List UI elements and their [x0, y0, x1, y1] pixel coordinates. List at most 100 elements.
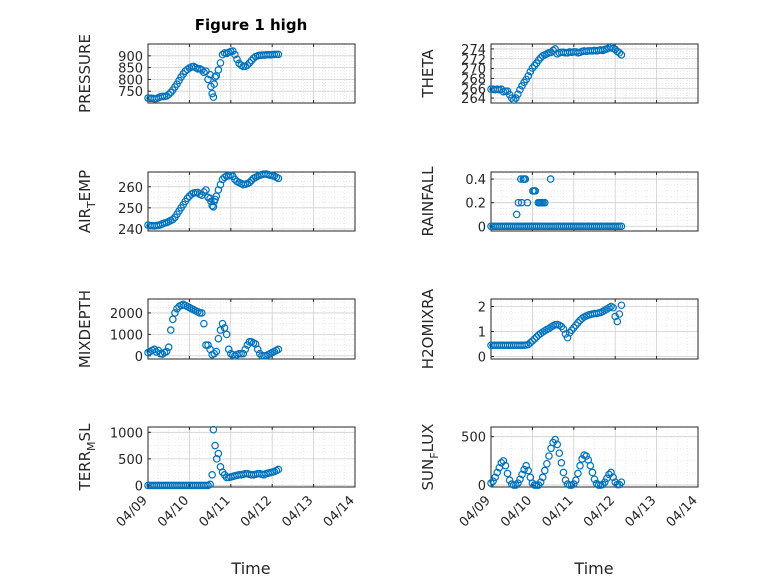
- data-point: [590, 475, 599, 484]
- data-point: [491, 473, 499, 482]
- data-point: [214, 334, 223, 343]
- data-point: [607, 43, 615, 51]
- data-point: [212, 455, 221, 463]
- y-tick-label: 800: [118, 73, 143, 88]
- data-point: [617, 301, 626, 310]
- data-point: [521, 175, 530, 183]
- data-point: [514, 90, 522, 98]
- data-point: [216, 326, 225, 334]
- data-point: [551, 45, 559, 53]
- y-tick-label: 1000: [110, 328, 143, 343]
- data-point: [204, 75, 212, 84]
- data-point: [200, 319, 208, 328]
- data-point: [538, 473, 547, 482]
- y-tick-label: 0.4: [465, 173, 486, 188]
- data-point: [210, 349, 219, 358]
- data-point: [224, 345, 233, 354]
- data-point: [601, 478, 609, 486]
- data-point: [598, 480, 607, 489]
- data-point: [530, 481, 539, 489]
- data-point: [216, 59, 225, 67]
- data-point: [204, 341, 212, 349]
- y-tick-label: 900: [118, 50, 143, 65]
- data-point: [211, 73, 219, 81]
- y-tick-label: 0: [135, 350, 143, 365]
- data-point: [509, 96, 518, 104]
- data-point: [613, 480, 622, 489]
- data-point: [594, 481, 603, 489]
- subplot-3: 240 250 260 AIRTEMP: [76, 170, 356, 238]
- data-point: [501, 461, 510, 470]
- data-point: [253, 345, 262, 354]
- data-point: [522, 461, 530, 470]
- data-point: [576, 461, 584, 470]
- y-axis-label: MIXDEPTH: [76, 290, 94, 368]
- data-point: [249, 54, 258, 62]
- y-tick-label: 750: [118, 85, 143, 100]
- data-point: [183, 194, 192, 203]
- data-series: [487, 43, 626, 104]
- data-point: [235, 349, 243, 358]
- data-point: [222, 330, 231, 339]
- data-point: [541, 466, 549, 475]
- subplot-5: 0 1000 2000 MIXDEPTH: [76, 290, 356, 368]
- axes-box: [147, 298, 356, 360]
- subplot-4: 0 0.2 0.4 RAINFALL: [419, 166, 699, 236]
- data-point: [245, 178, 254, 187]
- axes-box: [490, 171, 699, 232]
- data-point: [609, 473, 617, 482]
- data-point: [231, 50, 239, 59]
- data-series: [487, 175, 626, 231]
- data-point: [530, 335, 539, 343]
- y-tick-label: 250: [118, 202, 143, 217]
- data-point: [241, 345, 250, 354]
- data-series: [144, 300, 283, 360]
- data-point: [218, 50, 227, 59]
- data-point: [516, 85, 524, 94]
- axes-box: [147, 426, 356, 488]
- data-point: [208, 470, 216, 479]
- data-point: [531, 187, 540, 195]
- data-point: [561, 476, 570, 485]
- data-point: [559, 468, 568, 477]
- data-point: [202, 186, 210, 194]
- data-point: [617, 51, 626, 59]
- y-tick-label: 500: [118, 453, 143, 468]
- y-axis-label: TERRMSL: [76, 423, 98, 492]
- data-point: [514, 198, 523, 207]
- data-point: [505, 476, 514, 485]
- y-tick-label: 264: [461, 92, 486, 107]
- data-point: [166, 326, 175, 334]
- data-point: [615, 222, 624, 231]
- data-point: [239, 349, 248, 358]
- data-point: [243, 61, 252, 70]
- data-point: [523, 198, 532, 207]
- data-point: [512, 210, 521, 219]
- data-point: [574, 469, 582, 478]
- data-point: [209, 93, 218, 101]
- data-point: [489, 477, 497, 485]
- axes-box: [490, 43, 699, 104]
- axes-box: [147, 171, 356, 232]
- y-tick-label: 268: [461, 72, 486, 87]
- data-point: [559, 325, 568, 333]
- data-point: [274, 345, 283, 354]
- data-series: [487, 301, 626, 350]
- data-point: [220, 324, 229, 332]
- y-axis-label: SUNFLUX: [419, 424, 441, 491]
- y-tick-label: 2000: [110, 307, 143, 322]
- data-point: [524, 466, 533, 475]
- y-tick-label: 0: [478, 479, 486, 494]
- data-point: [198, 66, 206, 74]
- data-point: [615, 310, 624, 318]
- data-point: [543, 459, 551, 468]
- data-point: [247, 56, 256, 65]
- y-axis-label: H2OMIXRA: [419, 288, 437, 369]
- data-point: [274, 465, 283, 474]
- data-point: [536, 478, 545, 486]
- data-point: [237, 349, 245, 358]
- data-point: [512, 94, 520, 102]
- data-point: [274, 50, 283, 59]
